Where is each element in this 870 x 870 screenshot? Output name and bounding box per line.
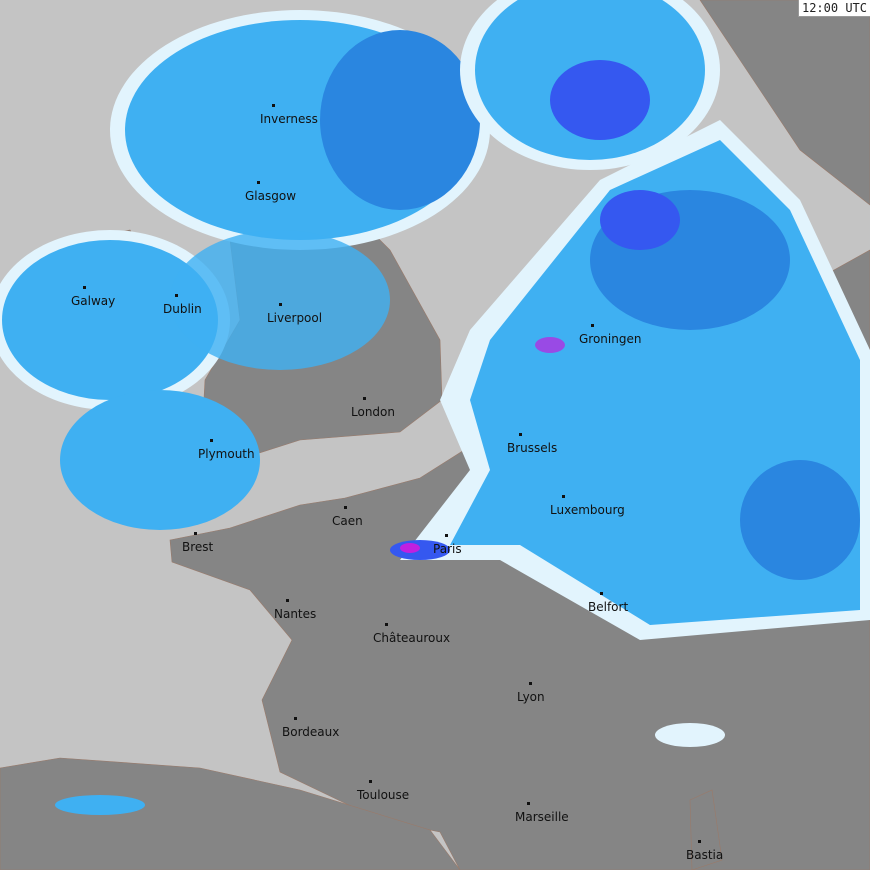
city-dot <box>294 717 297 720</box>
city-dot <box>363 397 366 400</box>
city-dot <box>519 433 522 436</box>
city-dot <box>600 592 603 595</box>
city-dot <box>698 840 701 843</box>
scandinavia <box>699 0 870 206</box>
city-label: Liverpool <box>267 311 323 325</box>
timestamp-label: 12:00 UTC <box>797 0 870 17</box>
city-label: Nantes <box>274 607 317 621</box>
city-label: Bordeaux <box>282 725 340 739</box>
city-dot <box>286 599 289 602</box>
city-label: Groningen <box>579 332 642 346</box>
city-dot <box>445 534 448 537</box>
city-label: Paris <box>433 542 462 556</box>
city-label: Glasgow <box>245 189 297 203</box>
city-label: Dublin <box>163 302 202 316</box>
city-dot <box>385 623 388 626</box>
corsica <box>689 789 723 870</box>
city-label: Châteauroux <box>373 631 451 645</box>
city-dot <box>279 303 282 306</box>
city-dot <box>210 439 213 442</box>
city-label: Galway <box>71 294 116 308</box>
city-label: London <box>351 405 395 419</box>
city-dot <box>194 532 197 535</box>
city-dot <box>529 682 532 685</box>
city-dot <box>272 104 275 107</box>
city-label: Luxembourg <box>550 503 625 517</box>
city-dot <box>591 324 594 327</box>
city-label: Brest <box>182 540 214 554</box>
city-dot <box>527 802 530 805</box>
city-dot <box>369 780 372 783</box>
city-dot <box>175 294 178 297</box>
city-dot <box>83 286 86 289</box>
city-label: Belfort <box>588 600 629 614</box>
city-label: Brussels <box>507 441 558 455</box>
city-label: Inverness <box>260 112 318 126</box>
radar-echoes <box>0 0 870 815</box>
city-label: Marseille <box>515 810 569 824</box>
city-dot <box>344 506 347 509</box>
city-label: Lyon <box>517 690 545 704</box>
iberia <box>0 757 461 870</box>
city-dot <box>257 181 260 184</box>
city-label: Caen <box>332 514 363 528</box>
city-label: Bastia <box>686 848 724 862</box>
city-label: Plymouth <box>198 447 255 461</box>
city-dot <box>562 495 565 498</box>
city-label: Toulouse <box>357 788 410 802</box>
